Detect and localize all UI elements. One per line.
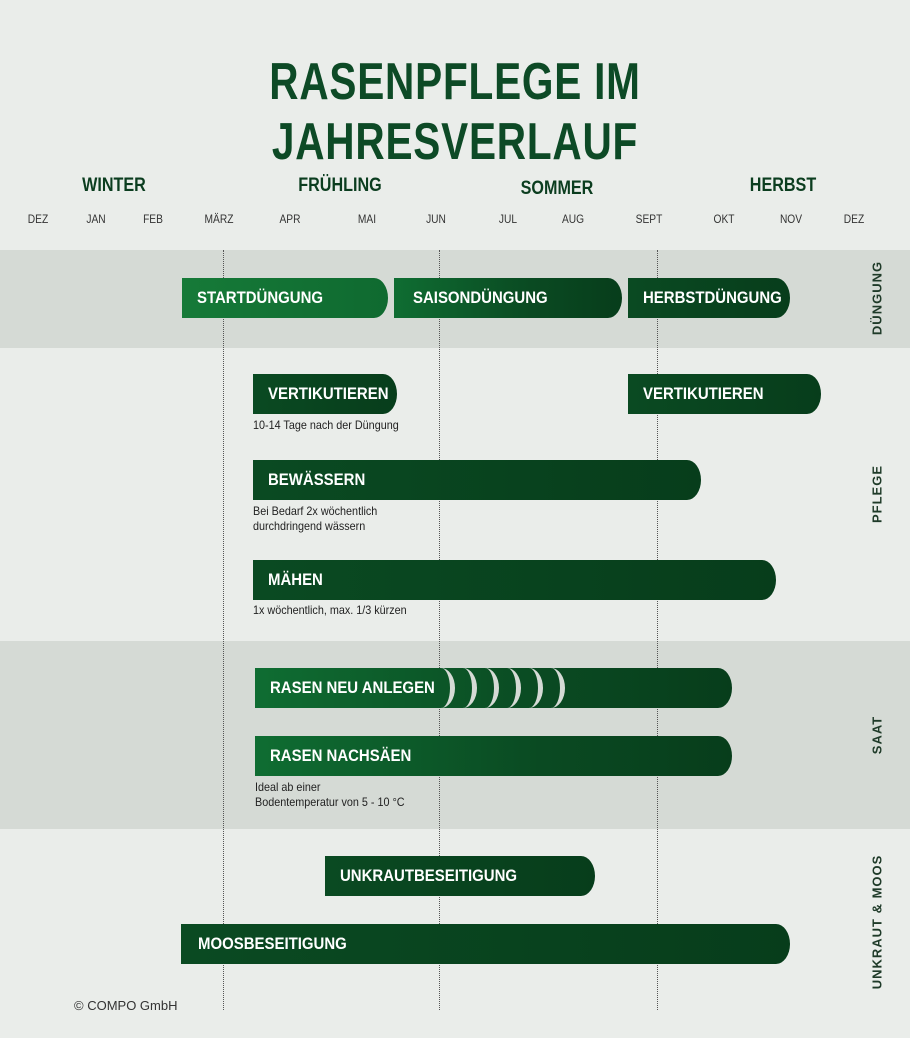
stripe-mark <box>459 668 477 708</box>
month-label: SEPT <box>635 212 663 226</box>
stripe-mark <box>437 668 455 708</box>
stripe-mark <box>525 668 543 708</box>
stripe-mark <box>481 668 499 708</box>
month-label: FEB <box>143 212 163 226</box>
note-nachsaeen-1: Ideal ab einer <box>255 780 321 794</box>
bar-rasen-nachsaeen: RASEN NACHSÄEN <box>255 736 732 776</box>
note-bewaessern-2: durchdringend wässern <box>253 519 366 533</box>
section-label-duengung: DÜNGUNG <box>869 260 885 336</box>
stripe-mark <box>503 668 521 708</box>
copyright: © COMPO GmbH <box>74 998 178 1013</box>
bar-bewaessern: BEWÄSSERN <box>253 460 701 500</box>
month-label: JUL <box>498 212 518 226</box>
month-label: JUN <box>426 212 446 226</box>
month-label: OKT <box>713 212 735 226</box>
month-label: DEZ <box>843 212 865 226</box>
note-maehen: 1x wöchentlich, max. 1/3 kürzen <box>253 603 407 617</box>
section-label-pflege: PFLEGE <box>869 464 885 524</box>
gridline-maerz <box>223 250 224 1010</box>
month-label: MÄRZ <box>204 212 234 226</box>
bar-moosbeseitigung: MOOSBESEITIGUNG <box>181 924 790 964</box>
season-sommer: SOMMER <box>520 178 594 199</box>
stripe-mark <box>547 668 565 708</box>
note-vertikutieren: 10-14 Tage nach der Düngung <box>253 418 399 432</box>
bar-vertikutieren-autumn: VERTIKUTIEREN <box>628 374 821 414</box>
bar-rasen-neu-anlegen: RASEN NEU ANLEGEN <box>255 668 732 708</box>
note-bewaessern-1: Bei Bedarf 2x wöchentlich <box>253 504 378 518</box>
bar-maehen: MÄHEN <box>253 560 776 600</box>
month-label: DEZ <box>27 212 49 226</box>
section-label-saat: SAAT <box>869 715 885 755</box>
season-fruehling: FRÜHLING <box>298 175 382 196</box>
note-nachsaeen-2: Bodentemperatur von 5 - 10 °C <box>255 795 405 809</box>
month-label: MAI <box>357 212 377 226</box>
month-label: NOV <box>779 212 803 226</box>
bar-vertikutieren-spring: VERTIKUTIEREN <box>253 374 397 414</box>
season-winter: WINTER <box>82 175 146 196</box>
bar-startduengung: STARTDÜNGUNG <box>182 278 388 318</box>
gridline-juni <box>439 250 440 1010</box>
month-label: AUG <box>561 212 585 226</box>
bar-herbstduengung: HERBSTDÜNGUNG <box>628 278 790 318</box>
bar-saisonduengung: SAISONDÜNGUNG <box>394 278 622 318</box>
month-label: JAN <box>86 212 106 226</box>
section-label-unkraut-moos: UNKRAUT & MOOS <box>869 854 885 990</box>
season-herbst: HERBST <box>749 175 817 196</box>
gridline-sept <box>657 250 658 1010</box>
bar-unkrautbeseitigung: UNKRAUTBESEITIGUNG <box>325 856 595 896</box>
page-title: RASENPFLEGE IM JAHRESVERLAUF <box>269 53 641 171</box>
month-label: APR <box>279 212 301 226</box>
